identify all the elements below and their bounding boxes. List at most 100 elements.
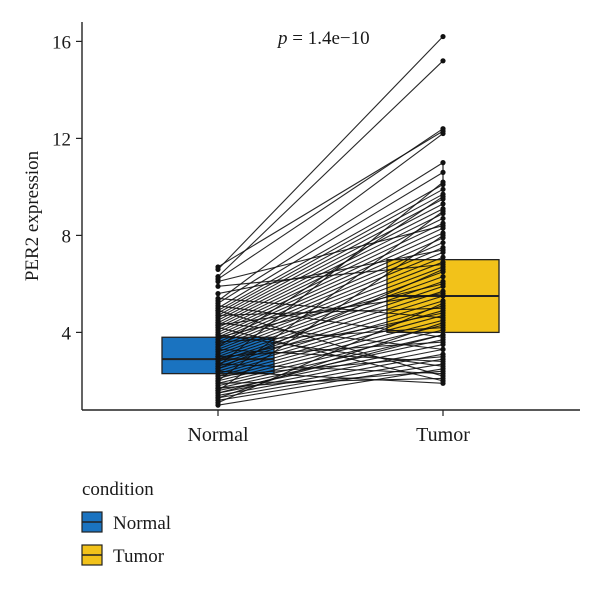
pair-line [217, 227, 444, 333]
point-tumor [440, 58, 446, 64]
pair-line [217, 312, 444, 360]
pair-line [217, 222, 444, 331]
pair-line [217, 198, 444, 319]
pair-line [217, 363, 444, 375]
pair-line [217, 213, 444, 326]
point-tumor [440, 363, 446, 369]
pair-line [217, 188, 444, 314]
pair-line [217, 302, 444, 404]
point-tumor [440, 208, 446, 214]
pair-line [217, 280, 444, 360]
point-tumor [440, 368, 446, 374]
pair-line [217, 297, 444, 319]
point-tumor [440, 169, 446, 175]
point-tumor [440, 186, 446, 192]
y-axis-ticks: 4 8 12 16 [52, 32, 82, 344]
point-normal [215, 291, 221, 297]
pair-line [217, 293, 444, 326]
point-normal [215, 344, 221, 350]
p-value-annotation: p = 1.4e−10 [276, 28, 370, 49]
pair-line [217, 305, 444, 372]
point-normal [215, 339, 221, 345]
point-tumor [440, 339, 446, 345]
point-normal [215, 303, 221, 309]
point-tumor [440, 380, 446, 386]
point-tumor [440, 300, 446, 306]
pair-line [217, 193, 444, 316]
point-tumor [440, 247, 446, 253]
pair-line [217, 128, 444, 280]
point-tumor [440, 274, 446, 280]
pair-line [217, 247, 444, 343]
pair-line [217, 133, 444, 302]
pair-line [217, 356, 444, 377]
point-tumor [440, 261, 446, 268]
pair-line [217, 181, 444, 367]
point-normal [215, 373, 221, 379]
point-tumor [440, 33, 446, 40]
paired-lines-layer [217, 36, 444, 406]
point-tumor [440, 215, 446, 222]
point-tumor [440, 266, 446, 272]
legend-label-normal: Normal [113, 513, 171, 534]
pair-line [217, 322, 444, 399]
point-normal [215, 400, 221, 406]
point-tumor [440, 232, 446, 238]
point-normal [215, 378, 221, 384]
pair-line [217, 334, 444, 394]
pair-line [217, 256, 444, 348]
point-tumor [440, 291, 446, 297]
y-tick-label: 12 [52, 129, 71, 150]
point-tumor [440, 324, 446, 331]
point-tumor [440, 358, 446, 365]
point-tumor [440, 179, 446, 185]
pair-line [217, 307, 444, 316]
point-tumor [440, 305, 446, 311]
pair-line [217, 305, 444, 338]
point-tumor [440, 240, 446, 246]
point-normal [215, 312, 221, 319]
point-tumor [440, 310, 446, 316]
point-normal [215, 356, 221, 362]
legend-title: condition [82, 479, 154, 500]
pair-line [217, 327, 444, 343]
pair-line [217, 196, 444, 348]
y-axis-label: PER2 expression [22, 150, 43, 281]
point-tumor [440, 194, 446, 200]
pair-line [217, 263, 444, 287]
point-tumor [440, 375, 446, 382]
pair-line [217, 162, 444, 304]
pair-line [217, 225, 444, 283]
point-tumor [440, 223, 446, 229]
pair-line [217, 242, 444, 341]
legend-label-tumor: Tumor [113, 546, 165, 567]
point-tumor [440, 281, 446, 287]
point-tumor [440, 332, 446, 338]
legend-entry-normal: Normal [81, 511, 171, 534]
point-tumor [440, 320, 446, 326]
p-value-symbol: p [276, 28, 288, 49]
point-tumor [440, 254, 446, 260]
point-tumor [440, 201, 446, 207]
pair-line [217, 237, 444, 338]
point-normal [215, 388, 221, 394]
x-axis-ticks: Normal Tumor [187, 410, 470, 446]
point-tumor [440, 354, 446, 360]
pair-line [217, 363, 444, 401]
point-normal [215, 295, 221, 302]
pair-line [217, 203, 444, 321]
point-normal [215, 322, 221, 328]
pair-line [217, 183, 444, 312]
pair-line [217, 268, 444, 370]
y-tick-label: 4 [62, 323, 72, 344]
y-tick-label: 8 [62, 226, 72, 247]
point-tumor [440, 126, 446, 132]
pair-line [217, 232, 444, 336]
pair-line [217, 261, 444, 350]
point-normal [215, 307, 221, 314]
legend: condition Normal Tumor [81, 479, 171, 567]
legend-entry-tumor: Tumor [81, 544, 165, 567]
point-normal [215, 278, 221, 285]
x-tick-label-normal: Normal [187, 424, 249, 446]
